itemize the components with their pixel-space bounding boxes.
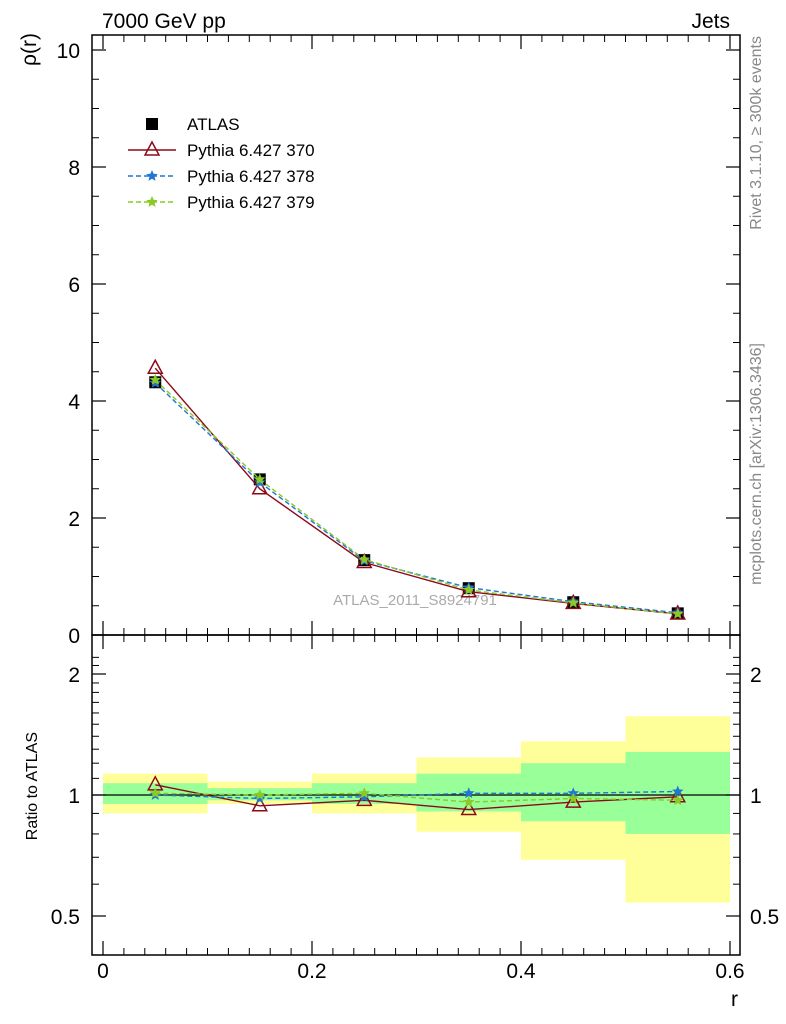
ratio-ytick-label: 1 <box>68 785 80 808</box>
ratio-ytick-label: 2 <box>68 664 80 687</box>
point-pythia-6-427-370 <box>146 358 164 374</box>
series-line-pythia-6-427-379 <box>154 379 678 615</box>
series-line-pythia-6-427-378 <box>155 790 678 800</box>
series-line-pythia-6-427-370 <box>154 367 678 615</box>
main-ytick-label: 2 <box>68 508 80 531</box>
x-tick-label: 0.2 <box>297 960 326 983</box>
point-pythia-6-427-370 <box>251 479 269 495</box>
side-note-bottom: mcplots.cern.ch [arXiv:1306.3436] <box>748 343 765 585</box>
series-line-pythia-6-427-378 <box>154 382 678 614</box>
point-pythia-6-427-370 <box>355 790 373 807</box>
ratio-series-group <box>146 775 687 816</box>
ratio-ytick-label-right: 2 <box>750 664 762 687</box>
main-ytick-label: 8 <box>68 157 80 180</box>
ratio-ytick-label: 0.5 <box>51 906 80 929</box>
point-pythia-6-427-379 <box>254 789 266 800</box>
point-pythia-6-427-379 <box>672 607 684 619</box>
main-axis-ticks: 0 2 4 6 8 10 <box>57 40 740 648</box>
legend-label-pythia-6-427-370: Pythia 6.427 370 <box>187 141 315 160</box>
point-pythia-6-427-378 <box>672 785 684 797</box>
point-pythia-6-427-379 <box>358 553 370 565</box>
side-note-top: Rivet 3.1.10, ≥ 300k events <box>748 36 765 230</box>
legend-marker-pythia-6-427-378 <box>146 170 158 181</box>
point-pythia-6-427-379 <box>672 794 684 806</box>
ratio-ytick-label-right: 1 <box>750 785 762 808</box>
point-pythia-6-427-370 <box>251 796 269 812</box>
legend-label-pythia-6-427-378: Pythia 6.427 378 <box>187 167 315 186</box>
main-ytick-label: 6 <box>68 274 80 297</box>
point-pythia-6-427-379 <box>358 787 370 799</box>
point-pythia-6-427-379 <box>463 584 475 595</box>
x-tick-label: 0 <box>97 960 109 983</box>
point-pythia-6-427-378 <box>463 787 475 799</box>
point-pythia-6-427-370 <box>564 792 582 808</box>
point-pythia-6-427-370 <box>355 552 373 569</box>
point-pythia-6-427-378 <box>254 792 266 804</box>
legend-marker-pythia-6-427-379 <box>146 196 158 207</box>
ratio-axis-ticks: 0 0.2 0.4 0.6 0.5 0.5 1 1 2 2 <box>51 35 779 983</box>
point-pythia-6-427-379 <box>149 787 161 799</box>
ratio-y-axis-label: Ratio to ATLAS <box>24 732 41 840</box>
legend-marker-atlas <box>146 118 158 130</box>
point-pythia-6-427-378 <box>358 790 370 802</box>
main-ytick-label: 4 <box>68 391 80 414</box>
series-line-pythia-6-427-379 <box>155 792 678 803</box>
point-pythia-6-427-379 <box>567 792 579 804</box>
ratio-ytick-label-right: 0.5 <box>750 906 779 929</box>
main-y-axis-label: ρ(r) <box>18 33 41 66</box>
point-pythia-6-427-379 <box>463 796 475 807</box>
legend-label-pythia-6-427-379: Pythia 6.427 379 <box>187 193 315 212</box>
header-right: Jets <box>691 10 730 33</box>
header-left: 7000 GeV pp <box>102 10 226 33</box>
main-ytick-label: 0 <box>68 625 80 648</box>
legend: ATLAS Pythia 6.427 370 Pythia 6.427 378 Pyt… <box>128 115 315 212</box>
ratio-uncertainty-bands <box>103 716 730 903</box>
legend-marker-pythia-6-427-370 <box>143 140 161 156</box>
x-axis-label: r <box>731 988 738 1011</box>
analysis-watermark: ATLAS_2011_S8924791 <box>333 592 497 609</box>
main-ytick-label: 10 <box>57 40 80 63</box>
series-line-pythia-6-427-370 <box>155 784 678 811</box>
point-pythia-6-427-379 <box>567 596 579 608</box>
x-tick-label: 0.4 <box>506 960 536 983</box>
x-tick-label: 0.6 <box>715 960 744 983</box>
point-pythia-6-427-370 <box>460 799 478 816</box>
legend-label-atlas: ATLAS <box>187 115 240 134</box>
point-pythia-6-427-379 <box>149 373 161 385</box>
main-series-group <box>146 358 687 620</box>
point-pythia-6-427-379 <box>254 473 266 485</box>
